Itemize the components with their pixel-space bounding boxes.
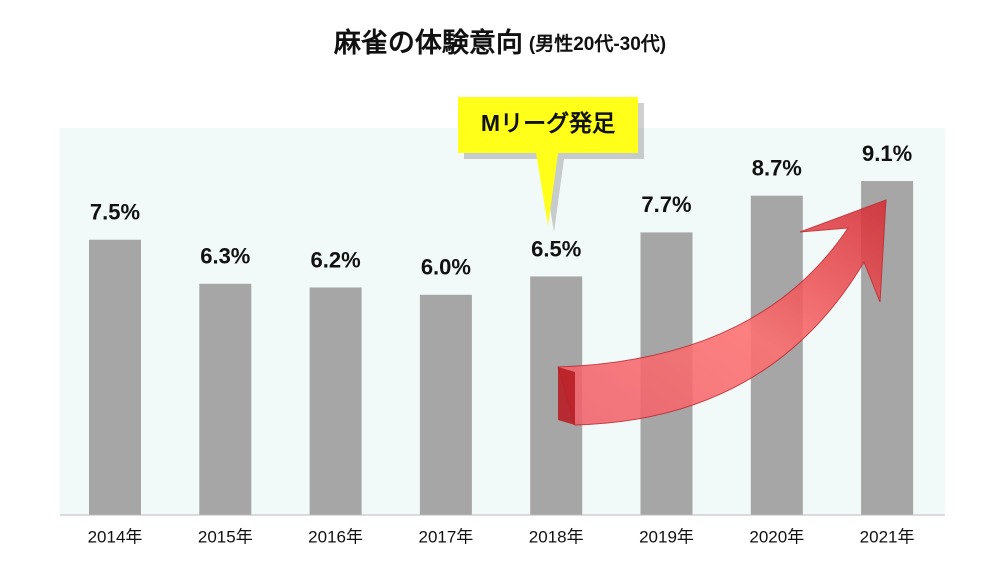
value-label: 6.0% [421,255,471,280]
value-label: 7.5% [90,200,140,225]
value-label: 6.2% [311,247,361,272]
bar [89,239,141,515]
value-label: 7.7% [641,192,691,217]
x-tick-label: 2019年 [639,527,694,546]
x-tick-label: 2016年 [308,527,363,546]
chart-title: 麻雀の体験意向 (男性20代-30代) [334,27,666,58]
bars: 7.5% 6.3% 6.2% 6.0% 6.5% 7.7% 8.7% 9.1% [89,141,914,515]
title-text: 麻雀の体験意向 [334,27,523,58]
x-tick-label: 2021年 [860,527,915,546]
subtitle-text: (男性20代-30代) [529,32,666,55]
arrow-tail [558,367,575,425]
trend-arrow [557,199,887,426]
callout-box [458,97,638,226]
value-label: 6.5% [531,236,581,261]
callout: Mリーグ発足 [458,97,644,232]
x-tick-label: 2018年 [529,527,584,546]
x-tick-label: 2020年 [749,527,804,546]
x-tick-label: 2015年 [198,527,253,546]
bar [199,283,252,515]
value-label: 6.3% [200,244,250,269]
annotation: Mリーグ発足 [481,110,615,136]
bar [419,294,472,515]
value-label: 9.1% [862,141,912,166]
value-label: 8.7% [752,156,802,181]
x-tick-label: 2014年 [88,527,143,546]
x-tick-label: 2017年 [418,527,473,546]
bar [309,287,362,515]
